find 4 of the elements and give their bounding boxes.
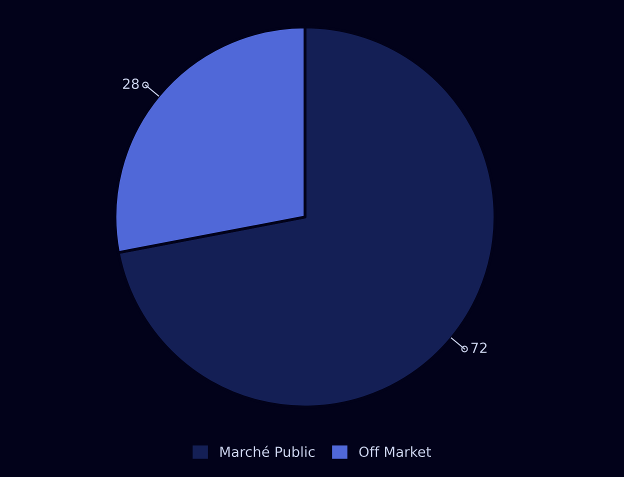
legend-label: Marché Public: [220, 446, 315, 458]
data-label: 72: [471, 342, 487, 353]
data-label: 28: [123, 78, 139, 90]
legend-label: Off Market: [359, 446, 432, 458]
